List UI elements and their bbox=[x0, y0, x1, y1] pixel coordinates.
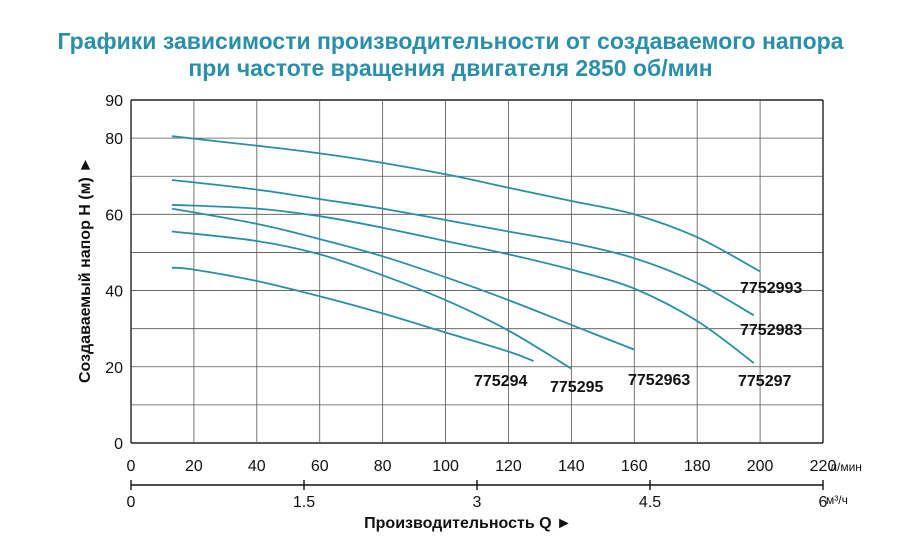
secondary-tick-label: 6 bbox=[819, 494, 828, 511]
x-tick-label: 0 bbox=[127, 458, 136, 475]
series-label-775297: 775297 bbox=[738, 373, 791, 390]
series-label-7752963: 7752963 bbox=[628, 372, 690, 389]
curves bbox=[171, 135, 761, 370]
grid-lines bbox=[130, 99, 824, 444]
series-label-775294: 775294 bbox=[474, 373, 527, 390]
series-label-7752993: 7752993 bbox=[740, 280, 802, 297]
y-axis-ticks: 0 20 40 60 80 90 bbox=[105, 93, 123, 453]
x-tick-label: 180 bbox=[684, 458, 711, 475]
x-tick-label: 160 bbox=[621, 458, 648, 475]
curve-7752963 bbox=[171, 207, 635, 351]
x-axis-ticks: 0 20 40 60 80 100 120 140 160 180 200 220 bbox=[127, 458, 837, 475]
secondary-x-axis-unit: м³/ч bbox=[826, 493, 848, 507]
secondary-tick-label: 1.5 bbox=[293, 494, 315, 511]
x-tick-label: 120 bbox=[495, 458, 522, 475]
x-tick-label: 60 bbox=[311, 458, 329, 475]
curve-775297 bbox=[171, 203, 755, 364]
series-label-7752983: 7752983 bbox=[740, 322, 802, 339]
curve-775294 bbox=[171, 266, 534, 362]
x-tick-label: 100 bbox=[432, 458, 459, 475]
series-label-775295: 775295 bbox=[550, 379, 603, 396]
secondary-tick-label: 4.5 bbox=[639, 494, 661, 511]
x-axis-unit: л/мин bbox=[830, 460, 862, 474]
x-tick-label: 220 bbox=[810, 458, 837, 475]
x-tick-label: 140 bbox=[558, 458, 585, 475]
y-tick-label: 60 bbox=[105, 207, 123, 224]
series-labels: 7752993 7752983 775297 7752963 775295 775294 bbox=[474, 280, 802, 396]
curve-7752983 bbox=[171, 179, 755, 317]
y-tick-label: 0 bbox=[114, 436, 123, 453]
curve-7752993 bbox=[171, 135, 761, 273]
x-tick-label: 80 bbox=[374, 458, 392, 475]
y-tick-label: 20 bbox=[105, 360, 123, 377]
secondary-tick-label: 0 bbox=[127, 494, 136, 511]
x-tick-label: 20 bbox=[185, 458, 203, 475]
y-tick-label: 40 bbox=[105, 284, 123, 301]
y-tick-label: 90 bbox=[105, 93, 123, 110]
secondary-tick-label: 3 bbox=[473, 494, 482, 511]
x-tick-label: 40 bbox=[248, 458, 266, 475]
chart-title-line-2: при частоте вращения двигателя 2850 об/м… bbox=[188, 55, 713, 81]
y-axis-label: Создаваемый напор H (м) ► bbox=[77, 157, 94, 383]
curve-775295 bbox=[171, 230, 572, 370]
chart-title-line-1: Графики зависимости производительности о… bbox=[57, 28, 844, 54]
secondary-x-axis: 0 1.5 3 4.5 6 bbox=[127, 480, 828, 511]
x-tick-label: 200 bbox=[747, 458, 774, 475]
y-tick-label: 80 bbox=[105, 131, 123, 148]
x-axis-label: Производительность Q ► bbox=[364, 515, 572, 532]
